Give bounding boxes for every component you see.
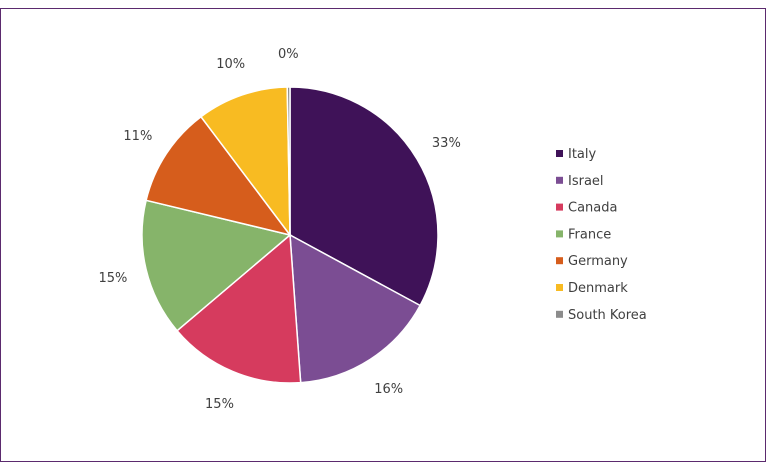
legend-swatch-canada	[556, 203, 563, 211]
slice-label-germany: 11%	[123, 129, 152, 144]
legend-label-italy: Italy	[568, 147, 597, 162]
slice-label-france: 15%	[98, 271, 127, 286]
slice-label-italy: 33%	[432, 136, 461, 151]
pie-slice-canada	[176, 233, 302, 384]
legend-swatch-france	[556, 230, 563, 238]
pie-slice-israel	[289, 233, 422, 384]
pie-slice-france	[141, 199, 292, 332]
legend-label-germany: Germany	[568, 254, 628, 269]
pie-slice-denmark	[199, 86, 291, 238]
pie-slice-germany	[145, 115, 292, 237]
legend-label-denmark: Denmark	[568, 281, 628, 296]
legend-swatch-italy	[556, 150, 563, 157]
slice-percent-labels: 33% 16% 15% 15% 11% 10% 0%	[98, 47, 460, 412]
pie-slice-italy	[289, 86, 439, 307]
legend-label-france: France	[568, 227, 611, 242]
slice-label-denmark: 10%	[216, 57, 245, 72]
legend: Italy Israel Canada France Germany Denmark Sou…	[556, 147, 647, 323]
pie-slices	[141, 86, 439, 384]
legend-label-israel: Israel	[568, 174, 604, 189]
legend-swatch-germany	[556, 257, 563, 265]
legend-label-south-korea: South Korea	[568, 308, 647, 323]
slice-label-canada: 15%	[205, 397, 234, 412]
slice-label-south-korea: 0%	[278, 47, 299, 62]
legend-swatch-israel	[556, 176, 563, 184]
legend-label-canada: Canada	[568, 201, 617, 216]
pie-slice-south-korea	[286, 86, 291, 236]
legend-swatch-south-korea	[556, 310, 563, 318]
legend-swatch-denmark	[556, 284, 563, 291]
slice-label-israel: 16%	[374, 382, 403, 397]
